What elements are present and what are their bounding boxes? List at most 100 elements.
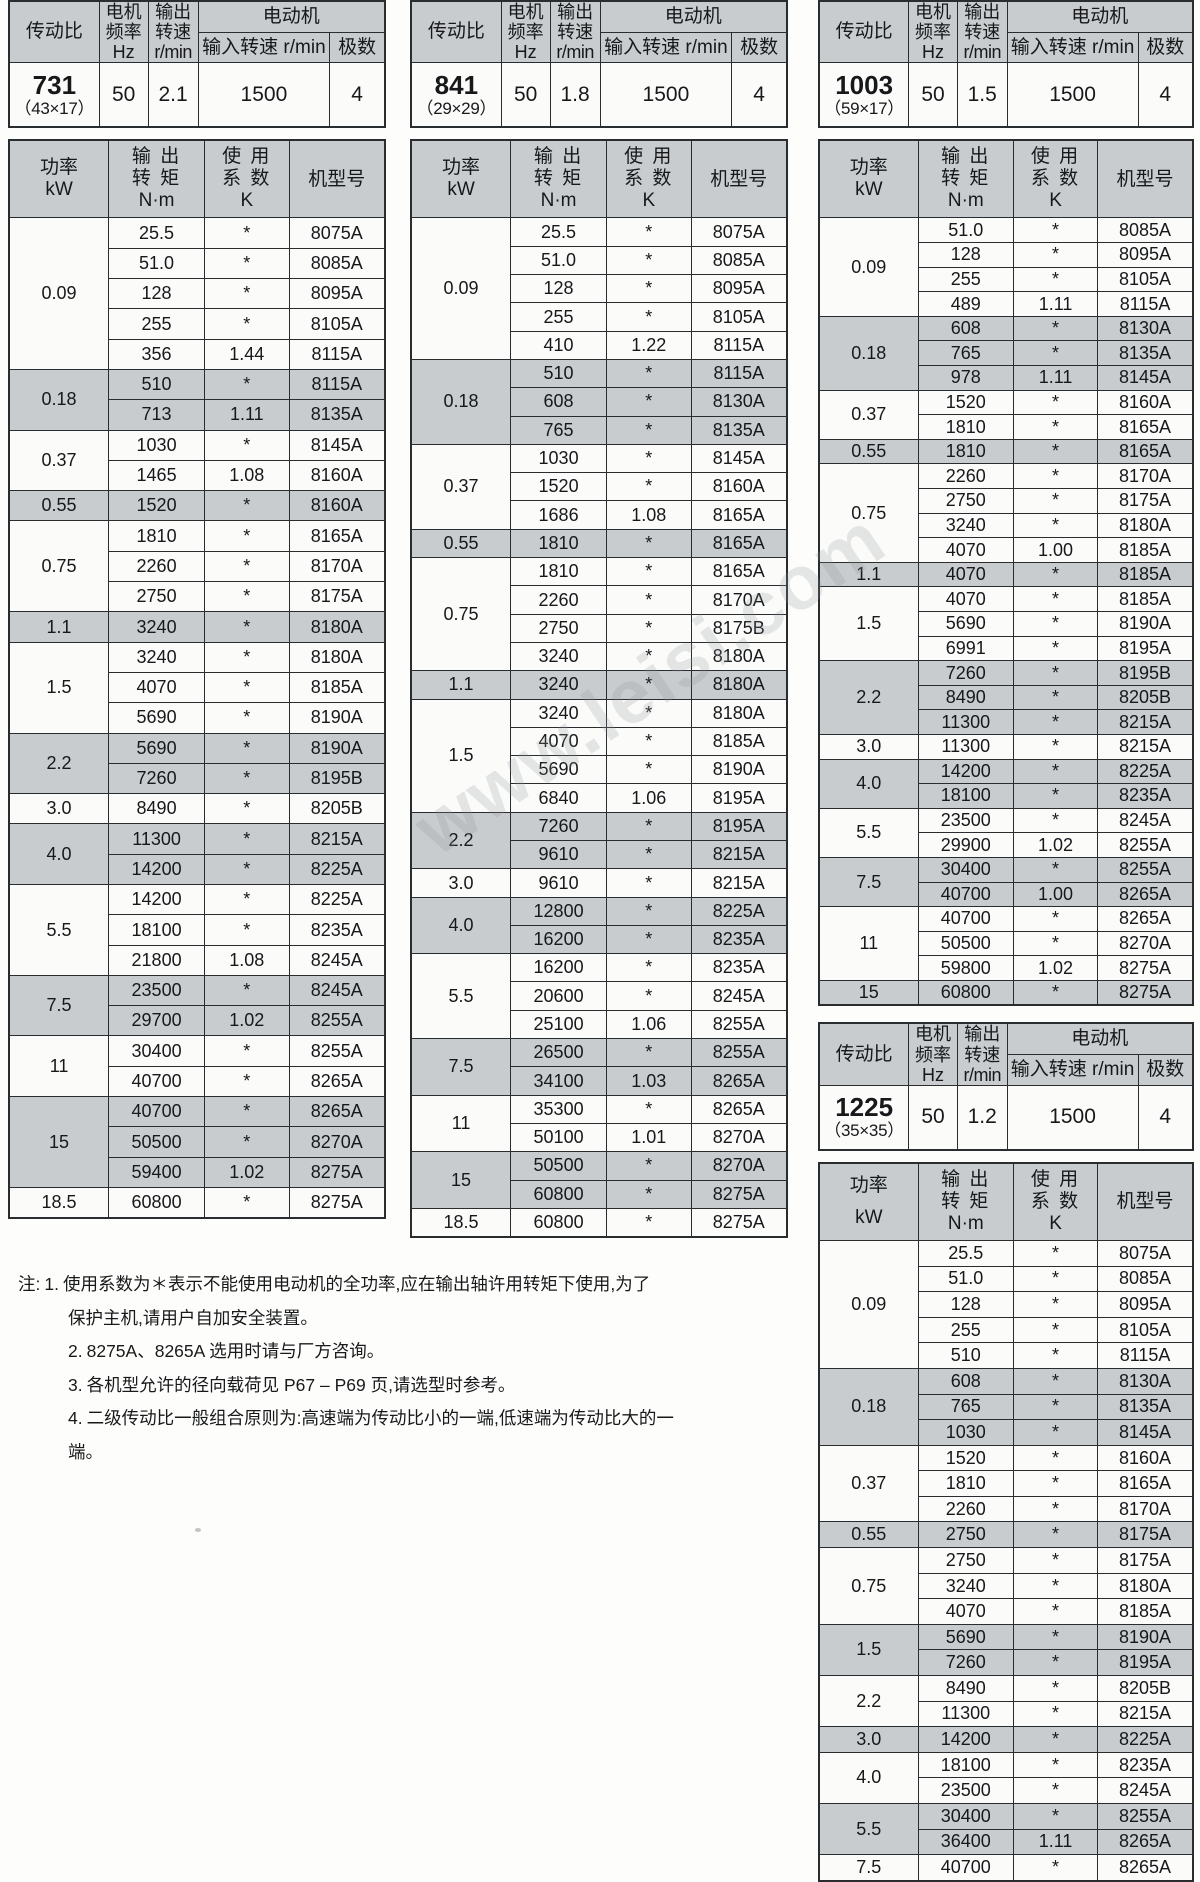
table-row: 7.5 30400 * 8255A [818,856,1194,908]
header-model: 机型号 [690,139,788,219]
note-item: 2. 8275A、8265A 选用时请与厂方咨询。 [18,1335,798,1369]
header-poles: 极数 [1137,31,1194,64]
cell-model: 8145A [690,443,788,474]
cell-service-factor: * [1012,1547,1099,1574]
header-motor: 电动机 [197,0,386,33]
header-motor: 电动机 [1006,1022,1194,1056]
cell-service-factor: * [1012,586,1099,612]
cell-model: 8185A [1097,561,1194,588]
cell-model: 8245A [288,974,386,1007]
cell-poles: 4 [731,62,788,128]
cell-service-factor: * [1012,1777,1099,1804]
table-row: 14200 * 8225A [9,853,386,886]
table-row: 4070 * 8185A [411,726,788,757]
table-row: 0.75 2750 * 8175A [818,1547,1194,1625]
cell-torque: 2750 [108,581,205,613]
table-row: 59800 1.02 8275A [819,955,1194,981]
cell-torque: 50500 [917,930,1014,957]
table-row: 255 * 8105A [819,1316,1194,1344]
cell-model: 8165A [288,520,386,552]
table-row: 3.0 11300 * 8215A [818,733,1194,760]
cell-model: 8115A [690,358,788,389]
cell-model: 8215A [690,839,788,870]
notes-block: 注: 1. 使用系数为＊表示不能使用电动机的全功率,应在输出轴许用转矩下使用,为… [18,1268,798,1470]
cell-model: 8265A [288,1096,386,1128]
cell-service-factor: * [606,217,692,247]
cell-model: 8255A [1097,832,1194,858]
cell-service-factor: * [1012,1751,1099,1779]
cell-torque: 21800 [108,944,205,976]
table-row: 18100 * 8235A [9,914,386,946]
cell-service-factor: 1.02 [1012,955,1099,981]
cell-model: 8245A [288,944,386,976]
table-row: 11 35300 * 8265A [410,1094,788,1153]
table-row: 4.0 11300 * 8215A [8,823,386,885]
header-motor-frequency: 电机 频率 Hz [98,0,149,64]
note-continuation: 端。 [68,1441,103,1462]
cell-service-factor: * [1012,315,1099,342]
cell-model: 8195B [1097,660,1194,686]
cell-service-factor: * [1012,1265,1099,1293]
cell-model: 8225A [690,896,788,926]
cell-torque: 25.5 [108,217,205,249]
cell-torque: 36400 [917,1828,1014,1856]
cell-service-factor: * [606,415,692,445]
cell-torque: 2260 [917,463,1014,489]
cell-model: 8265A [690,1094,788,1124]
table-row: 7.5 23500 * 8245A [8,974,386,1037]
cell-torque: 11300 [917,733,1014,760]
cell-torque: 11300 [917,1700,1014,1728]
cell-torque: 51.0 [917,217,1014,244]
cell-torque: 23500 [917,807,1014,834]
table-row: 11 30400 * 8255A [8,1035,386,1098]
cell-service-factor: * [1012,1367,1099,1395]
cell-torque: 5690 [510,755,607,785]
cell-model: 8215A [690,868,788,898]
cell-torque: 608 [917,315,1014,342]
table-row: 128 * 8095A [819,1291,1194,1318]
table-row: 输入转速 r/min 极数 [411,31,788,64]
ratio-header-table: 传动比 电机 频率 Hz 输出 转速 r/min 电动机 输入转速 r/min [818,1022,1194,1151]
cell-model: 8275A [1097,979,1194,1006]
cell-input-speed: 1500 [197,62,331,128]
cell-model: 8185A [288,671,386,704]
cell-service-factor: 1.03 [606,1066,692,1096]
cell-torque: 16200 [510,924,607,955]
header-model: 机型号 [1097,1162,1194,1241]
cell-model: 8160A [288,490,386,522]
cell-service-factor: * [1012,758,1099,785]
cell-service-factor: * [1012,1649,1099,1677]
table-row: 0.18 608 * 8130A [818,1367,1194,1446]
cell-model: 8095A [690,274,788,304]
cell-torque: 25.5 [917,1239,1014,1267]
cell-torque: 40700 [917,906,1014,932]
cell-power: 15 [818,979,919,1006]
cell-torque: 25100 [510,1009,607,1040]
cell-model: 8195A [1097,635,1194,662]
table-row: 8490 * 8205B [819,684,1194,711]
cell-torque: 8490 [917,1675,1014,1702]
cell-service-factor: * [606,981,692,1011]
cell-service-factor: * [1012,1470,1099,1497]
table-row: 2260 * 8170A [9,550,386,583]
cell-model: 8180A [1097,1572,1194,1600]
cell-torque: 4070 [510,726,607,757]
table-row: 4.0 18100 * 8235A [818,1751,1194,1805]
table-row: 50500 * 8270A [819,930,1194,957]
cell-service-factor: 1.02 [204,1156,290,1188]
cell-torque: 2750 [510,613,607,643]
cell-torque: 14200 [917,1726,1014,1753]
cell-model: 8205B [1097,684,1194,711]
table-row: 15 60800 * 8275A [818,979,1194,1006]
cell-power: 0.18 [410,358,512,445]
header-service-factor: 使 用 系 数 K [1012,1162,1099,1241]
cell-torque: 4070 [917,561,1014,588]
cell-service-factor: 1.02 [204,1005,290,1037]
cell-model: 8135A [1097,340,1194,367]
table-row: 765 * 8135A [819,1393,1194,1421]
cell-torque: 60800 [917,979,1014,1006]
cell-service-factor: * [1012,1316,1099,1344]
cell-ratio-value: 1003 （59×17） [818,62,910,128]
cell-service-factor: * [606,274,692,304]
cell-input-speed: 1500 [1006,1084,1139,1151]
